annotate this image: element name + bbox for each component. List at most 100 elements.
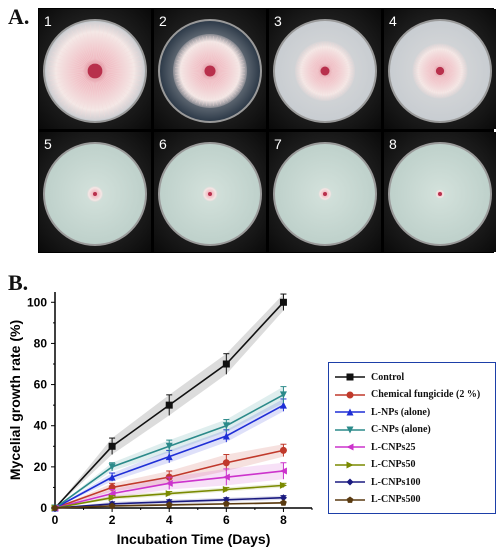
legend-swatch xyxy=(335,391,365,398)
legend-item: Control xyxy=(335,369,404,385)
data-point xyxy=(222,485,230,493)
data-point xyxy=(279,494,287,502)
legend-swatch xyxy=(335,426,365,433)
data-point xyxy=(279,467,287,475)
panel-b-label: B. xyxy=(8,270,29,295)
plate-number: 5 xyxy=(44,136,52,152)
legend-swatch xyxy=(335,461,365,468)
data-point xyxy=(346,426,354,433)
plate-number: 3 xyxy=(274,13,282,29)
petri-plate-4: 4 xyxy=(384,9,496,129)
legend-item: L-NPs (alone) xyxy=(335,404,430,420)
petri-plate-8: 8 xyxy=(384,132,496,252)
x-tick-label: 2 xyxy=(109,513,116,527)
data-point xyxy=(108,442,116,450)
data-point xyxy=(279,446,287,454)
plate-number: 1 xyxy=(44,13,52,29)
legend-swatch xyxy=(335,496,365,503)
plate-number: 2 xyxy=(159,13,167,29)
plate-number: 7 xyxy=(274,136,282,152)
data-point xyxy=(346,408,354,416)
legend-item: L-CNPs50 xyxy=(335,457,415,473)
legend-item: Chemical fungicide (2 %) xyxy=(335,387,480,403)
data-point xyxy=(279,298,287,306)
petri-dish-image xyxy=(384,9,496,129)
data-point xyxy=(51,504,59,511)
y-tick-label: 0 xyxy=(40,501,47,515)
legend-label: L-CNPs25 xyxy=(371,441,416,453)
legend-swatch xyxy=(335,478,365,486)
petri-dish-image xyxy=(384,132,496,252)
data-point xyxy=(346,391,354,398)
petri-dish-image xyxy=(269,9,381,129)
y-tick-label: 20 xyxy=(34,460,48,474)
data-point xyxy=(108,463,116,471)
x-tick-label: 6 xyxy=(223,513,230,527)
legend-item: L-CNPs100 xyxy=(335,474,420,490)
data-point xyxy=(165,490,173,498)
data-point xyxy=(165,442,173,450)
plate-number: 8 xyxy=(389,136,397,152)
series-8 xyxy=(51,499,287,511)
data-point xyxy=(222,473,230,481)
petri-plate-5: 5 xyxy=(39,132,151,252)
data-point xyxy=(346,443,354,451)
petri-dish-image xyxy=(154,132,266,252)
legend-label: C-NPs (alone) xyxy=(371,424,431,435)
data-point xyxy=(108,473,116,481)
legend-item: C-NPs (alone) xyxy=(335,422,431,438)
petri-plate-2: 2 xyxy=(154,9,266,129)
data-point xyxy=(165,501,173,508)
legend-label: Control xyxy=(371,371,405,383)
data-point xyxy=(222,496,230,504)
series-3 xyxy=(51,398,287,512)
data-point xyxy=(222,459,230,467)
series-6 xyxy=(51,481,287,512)
data-point xyxy=(346,496,354,503)
data-point xyxy=(346,478,354,486)
y-tick-label: 100 xyxy=(27,295,47,309)
data-point xyxy=(165,453,173,461)
petri-plate-3: 3 xyxy=(269,9,381,129)
petri-plate-6: 6 xyxy=(154,132,266,252)
x-axis-label: Incubation Time (Days) xyxy=(117,531,271,547)
x-tick-label: 0 xyxy=(52,513,59,527)
petri-dish-image xyxy=(154,9,266,129)
data-point xyxy=(165,401,173,409)
data-point xyxy=(279,401,287,409)
petri-plate-7: 7 xyxy=(269,132,381,252)
plate-number: 4 xyxy=(389,13,397,29)
y-tick-label: 80 xyxy=(34,336,48,350)
data-point xyxy=(222,360,230,368)
legend-swatch xyxy=(335,443,365,451)
y-tick-label: 60 xyxy=(34,378,48,392)
petri-plate-1: 1 xyxy=(39,9,151,129)
petri-dish-photo-grid: 1 2 3 4 5 6 7 8 xyxy=(38,8,496,253)
legend-swatch xyxy=(335,408,365,416)
data-point xyxy=(222,432,230,440)
x-tick-label: 8 xyxy=(280,513,287,527)
series-4 xyxy=(51,386,287,512)
panel-a-label: A. xyxy=(8,4,30,29)
data-point xyxy=(108,502,116,509)
plate-number: 6 xyxy=(159,136,167,152)
plot-area xyxy=(51,293,287,512)
data-point xyxy=(279,391,287,399)
data-point xyxy=(223,500,230,507)
data-point xyxy=(165,479,173,487)
petri-dish-image xyxy=(269,132,381,252)
data-point xyxy=(280,499,287,506)
data-point xyxy=(279,481,287,489)
legend-item: L-CNPs25 xyxy=(335,439,415,455)
data-point xyxy=(108,494,116,502)
legend-label: L-CNPs100 xyxy=(371,476,421,488)
y-tick-label: 40 xyxy=(34,419,48,433)
series-1 xyxy=(51,293,287,512)
legend-label: Chemical fungicide (2 %) xyxy=(371,389,481,400)
chart-legend: Control Chemical fungicide (2 %) L-NPs (al… xyxy=(328,362,496,514)
data-point xyxy=(346,461,354,468)
x-tick-label: 4 xyxy=(166,513,173,527)
legend-item: L-CNPs500 xyxy=(335,492,420,508)
